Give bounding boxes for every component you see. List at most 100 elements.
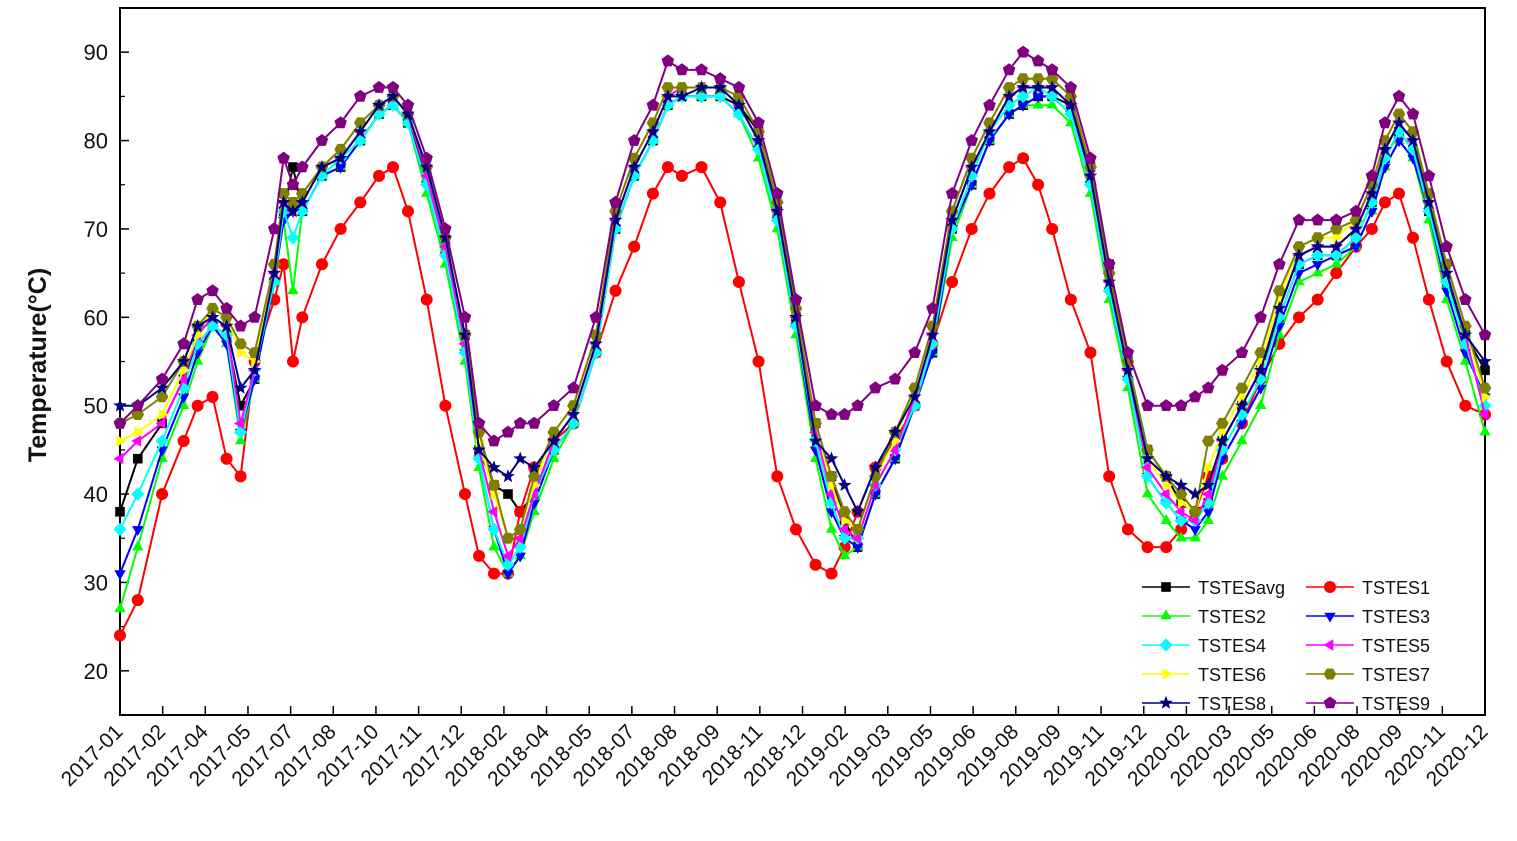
data-point-TSTES7 [1202,435,1215,447]
y-tick-label: 70 [84,217,108,242]
data-point-TSTES6 [194,329,205,341]
data-point-TSTES8 [646,124,660,138]
data-point-TSTES9 [661,54,675,67]
data-point-TSTES3 [1202,508,1214,519]
data-point-TSTES9 [487,434,501,447]
data-point-TSTES1 [965,222,978,235]
data-point-TSTES8 [487,460,501,474]
data-point-TSTES8 [333,151,348,165]
data-point-TSTES7 [851,524,864,535]
legend-item-TSTES3: TSTES3 [1306,607,1430,627]
data-point-TSTES7 [206,303,219,314]
data-point-TSTES8 [458,327,472,341]
data-point-TSTES9 [1378,116,1392,129]
data-point-TSTES5 [1140,461,1151,474]
data-point-TSTES1 [809,558,822,571]
data-point-TSTES8 [694,80,709,94]
data-point-TSTES9 [752,116,765,129]
data-point-TSTES9 [1422,169,1436,182]
data-point-TSTES1 [131,594,144,607]
data-point-TSTES7 [220,311,233,323]
data-point-TSTES9 [1016,45,1030,58]
legend-marker [1324,581,1336,593]
data-point-TSTES9 [945,187,959,199]
legend-marker [1162,668,1173,680]
data-point-TSTES2 [234,434,247,445]
data-point-TSTES7 [277,188,290,199]
data-point-TSTES4 [838,531,852,545]
data-point-TSTES1 [1103,470,1116,483]
y-tick-label: 90 [84,40,108,65]
data-point-TSTES9 [646,98,660,111]
data-point-TSTES8 [566,407,581,421]
data-point-TSTES9 [220,301,233,314]
data-point-TSTES9 [1292,213,1306,226]
data-point-TSTES5 [888,444,899,456]
data-point-TSTES2 [1046,98,1058,109]
data-point-TSTES9 [695,63,708,76]
data-point-TSTES9 [983,98,996,111]
legend-label: TSTES8 [1198,694,1266,714]
data-point-TSTES9 [458,310,472,323]
data-point-TSTES1 [473,549,486,562]
data-point-TSTES9 [675,63,689,76]
data-point-TSTES9 [1365,169,1379,182]
data-point-TSTES6 [1333,232,1343,244]
data-point-TSTES8 [1215,433,1230,447]
data-point-TSTES2 [1160,514,1172,524]
legend-item-TSTES2: TSTES2 [1142,607,1266,627]
data-point-TSTES4 [1392,125,1406,139]
data-point-TSTESavg [132,453,143,464]
data-point-TSTES5 [527,488,538,500]
data-point-TSTES6 [180,364,191,377]
data-point-TSTES1 [296,311,309,324]
data-point-TSTES4 [131,487,145,501]
data-point-TSTES9 [206,284,219,297]
data-point-TSTES7 [825,470,838,482]
data-point-TSTES9 [234,319,247,332]
data-point-TSTES9 [771,187,784,199]
data-point-TSTES9 [268,222,281,235]
data-point-TSTES9 [869,381,882,394]
data-point-TSTES8 [945,212,959,226]
data-point-TSTES8 [1140,451,1155,465]
data-point-TSTES9 [277,151,290,164]
data-point-TSTES1 [1032,178,1045,191]
data-point-TSTES8 [190,318,205,332]
legend-label: TSTES2 [1198,607,1266,627]
data-point-TSTES9 [567,381,580,394]
data-point-TSTES3 [502,570,514,581]
data-point-TSTES4 [752,142,766,156]
data-point-TSTES1 [487,567,500,580]
data-point-TSTES7 [838,506,851,518]
legend-item-TSTES1: TSTES1 [1306,578,1430,598]
data-point-TSTES4 [770,213,784,227]
data-point-TSTES9 [965,134,978,146]
data-point-TSTES4 [824,496,839,510]
data-point-TSTES8 [1064,98,1078,111]
data-point-TSTES8 [1002,89,1016,103]
series-TSTES1 [114,152,1491,642]
series-TSTES9 [113,45,1492,447]
data-point-TSTES9 [131,399,144,411]
data-point-TSTES9 [627,134,641,146]
data-point-TSTES6 [828,479,839,491]
data-point-TSTES9 [1174,399,1188,411]
data-point-TSTES4 [1378,151,1392,165]
data-point-TSTES7 [1031,73,1045,85]
data-point-TSTES7 [675,82,689,93]
data-point-TSTES8 [770,204,785,218]
data-point-TSTES8 [247,363,262,377]
data-point-TSTES7 [527,470,541,482]
data-point-TSTES2 [1254,399,1267,409]
y-axis: 20 30 40 50 60 70 80 90 [84,40,129,684]
data-point-TSTES6 [1162,479,1173,491]
data-point-TSTES9 [1478,328,1492,341]
data-point-TSTES8 [1188,486,1202,500]
data-point-TSTES3 [132,526,144,536]
data-point-TSTES9 [177,337,190,350]
data-point-TSTES9 [527,416,541,429]
data-point-TSTES8 [751,133,766,147]
data-point-TSTES8 [113,398,127,412]
